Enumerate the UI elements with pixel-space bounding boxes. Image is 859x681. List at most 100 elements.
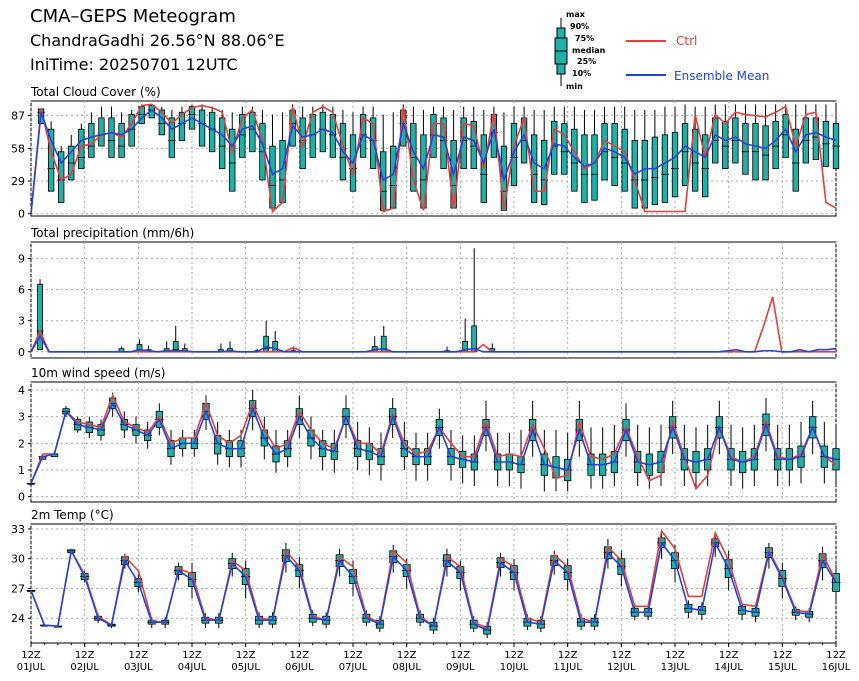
x-tick-date: 10JUL <box>500 662 529 673</box>
x-tick-hour: 12Z <box>343 650 363 661</box>
y-tick-label: 30 <box>11 553 25 566</box>
legend-box-label: max <box>566 10 586 19</box>
location-label: ChandraGadhi 26.56°N 88.06°E <box>30 31 285 50</box>
x-tick-hour: 12Z <box>451 650 471 661</box>
panel-title: Total Cloud Cover (%) <box>30 85 161 99</box>
y-tick-label: 2 <box>18 437 25 450</box>
x-tick-hour: 12Z <box>558 650 578 661</box>
y-tick-label: 24 <box>11 612 25 625</box>
x-tick-date: 01JUL <box>17 662 46 673</box>
box-body <box>239 114 246 158</box>
y-tick-label: 6 <box>18 284 25 297</box>
x-tick-hour: 12Z <box>75 650 95 661</box>
box-body <box>88 123 95 158</box>
box-body <box>279 140 286 203</box>
mean-line <box>30 334 837 353</box>
box-body <box>229 128 236 192</box>
legend-box-label: 10% <box>572 69 591 78</box>
x-tick-date: 04JUL <box>178 662 207 673</box>
x-tick-hour: 12Z <box>236 650 256 661</box>
panel-1: Total Cloud Cover (%) 0 29 58 87 <box>11 85 840 221</box>
box-body <box>611 123 618 186</box>
x-tick-date: 03JUL <box>124 662 153 673</box>
legend-ctrl-label: Ctrl <box>676 34 697 48</box>
x-tick-hour: 12Z <box>21 650 41 661</box>
x-tick-hour: 12Z <box>665 650 685 661</box>
legend-box-label: 25% <box>577 57 596 66</box>
box-body <box>742 123 749 175</box>
mean-line <box>30 109 837 214</box>
x-tick-date: 13JUL <box>661 662 690 673</box>
box-body <box>208 111 216 153</box>
box-body <box>722 120 729 170</box>
box-body <box>782 114 789 158</box>
box-body <box>591 134 598 201</box>
box-body <box>319 111 326 153</box>
y-tick-label: 0 <box>18 346 25 359</box>
mean-line <box>30 540 837 632</box>
y-tick-label: 3 <box>18 315 25 328</box>
box-body <box>762 125 769 181</box>
x-tick-date: 16JUL <box>822 662 851 673</box>
x-tick-hour: 12Z <box>397 650 417 661</box>
mean-line <box>30 401 837 484</box>
box-body <box>58 151 65 203</box>
box-body <box>108 117 115 158</box>
box-body <box>671 132 679 198</box>
box-body <box>571 128 578 192</box>
box-body <box>98 117 105 147</box>
x-tick-hour: 12Z <box>290 650 310 661</box>
box-body <box>263 335 270 353</box>
ctrl-line <box>30 393 837 491</box>
box-body <box>541 140 548 206</box>
panel-title: 10m wind speed (m/s) <box>31 366 165 380</box>
box-body <box>702 134 709 198</box>
y-tick-label: 33 <box>11 523 25 536</box>
panel-title: 2m Temp (°C) <box>31 508 114 522</box>
box-body <box>178 111 186 141</box>
y-tick-label: 0 <box>18 491 25 504</box>
y-tick-label: 3 <box>18 411 25 424</box>
panel-2: Total precipitation (mm/6h) 0 3 6 9 <box>18 226 837 359</box>
panel-3: 10m wind speed (m/s) 0 1 2 3 4 <box>18 366 841 504</box>
panel-frame <box>30 241 837 359</box>
box-body <box>118 123 125 158</box>
box-body <box>661 134 669 203</box>
legend-mean-label: Ensemble Mean <box>674 69 769 83</box>
y-tick-label: 9 <box>18 253 25 266</box>
box-body <box>198 109 206 147</box>
y-tick-label: 58 <box>11 142 25 155</box>
ctrl-line <box>30 103 837 214</box>
box-body <box>510 123 518 186</box>
y-tick-label: 27 <box>11 582 25 595</box>
x-tick-date: 14JUL <box>714 662 743 673</box>
box-body <box>168 117 176 158</box>
box-body <box>158 109 165 136</box>
box-body <box>772 120 779 170</box>
box-body <box>651 136 659 206</box>
box-body <box>681 123 689 186</box>
x-tick-date: 02JUL <box>70 662 99 673</box>
x-axis: 12Z01JUL12Z02JUL12Z03JUL12Z04JUL12Z05JUL… <box>17 643 851 673</box>
y-tick-label: 4 <box>18 384 25 397</box>
x-tick-date: 11JUL <box>553 662 582 673</box>
box-body <box>641 140 648 209</box>
box-body <box>272 341 279 353</box>
legend-box-label: median <box>572 46 606 55</box>
x-tick-date: 09JUL <box>446 662 475 673</box>
y-tick-label: 29 <box>11 175 25 188</box>
x-tick-date: 12JUL <box>607 662 636 673</box>
x-tick-hour: 12Z <box>773 650 793 661</box>
legend-box-label: min <box>566 82 583 91</box>
legend-box-label: 75% <box>575 34 594 43</box>
box-body <box>78 128 85 170</box>
box-body <box>530 134 538 203</box>
box-body <box>792 128 799 192</box>
ctrl-line <box>30 296 836 353</box>
box-body <box>691 128 699 192</box>
legend: max 90% 75% median 25% 10% min Ctrl Ensemble Mea… <box>554 10 769 91</box>
box-body <box>219 117 226 170</box>
